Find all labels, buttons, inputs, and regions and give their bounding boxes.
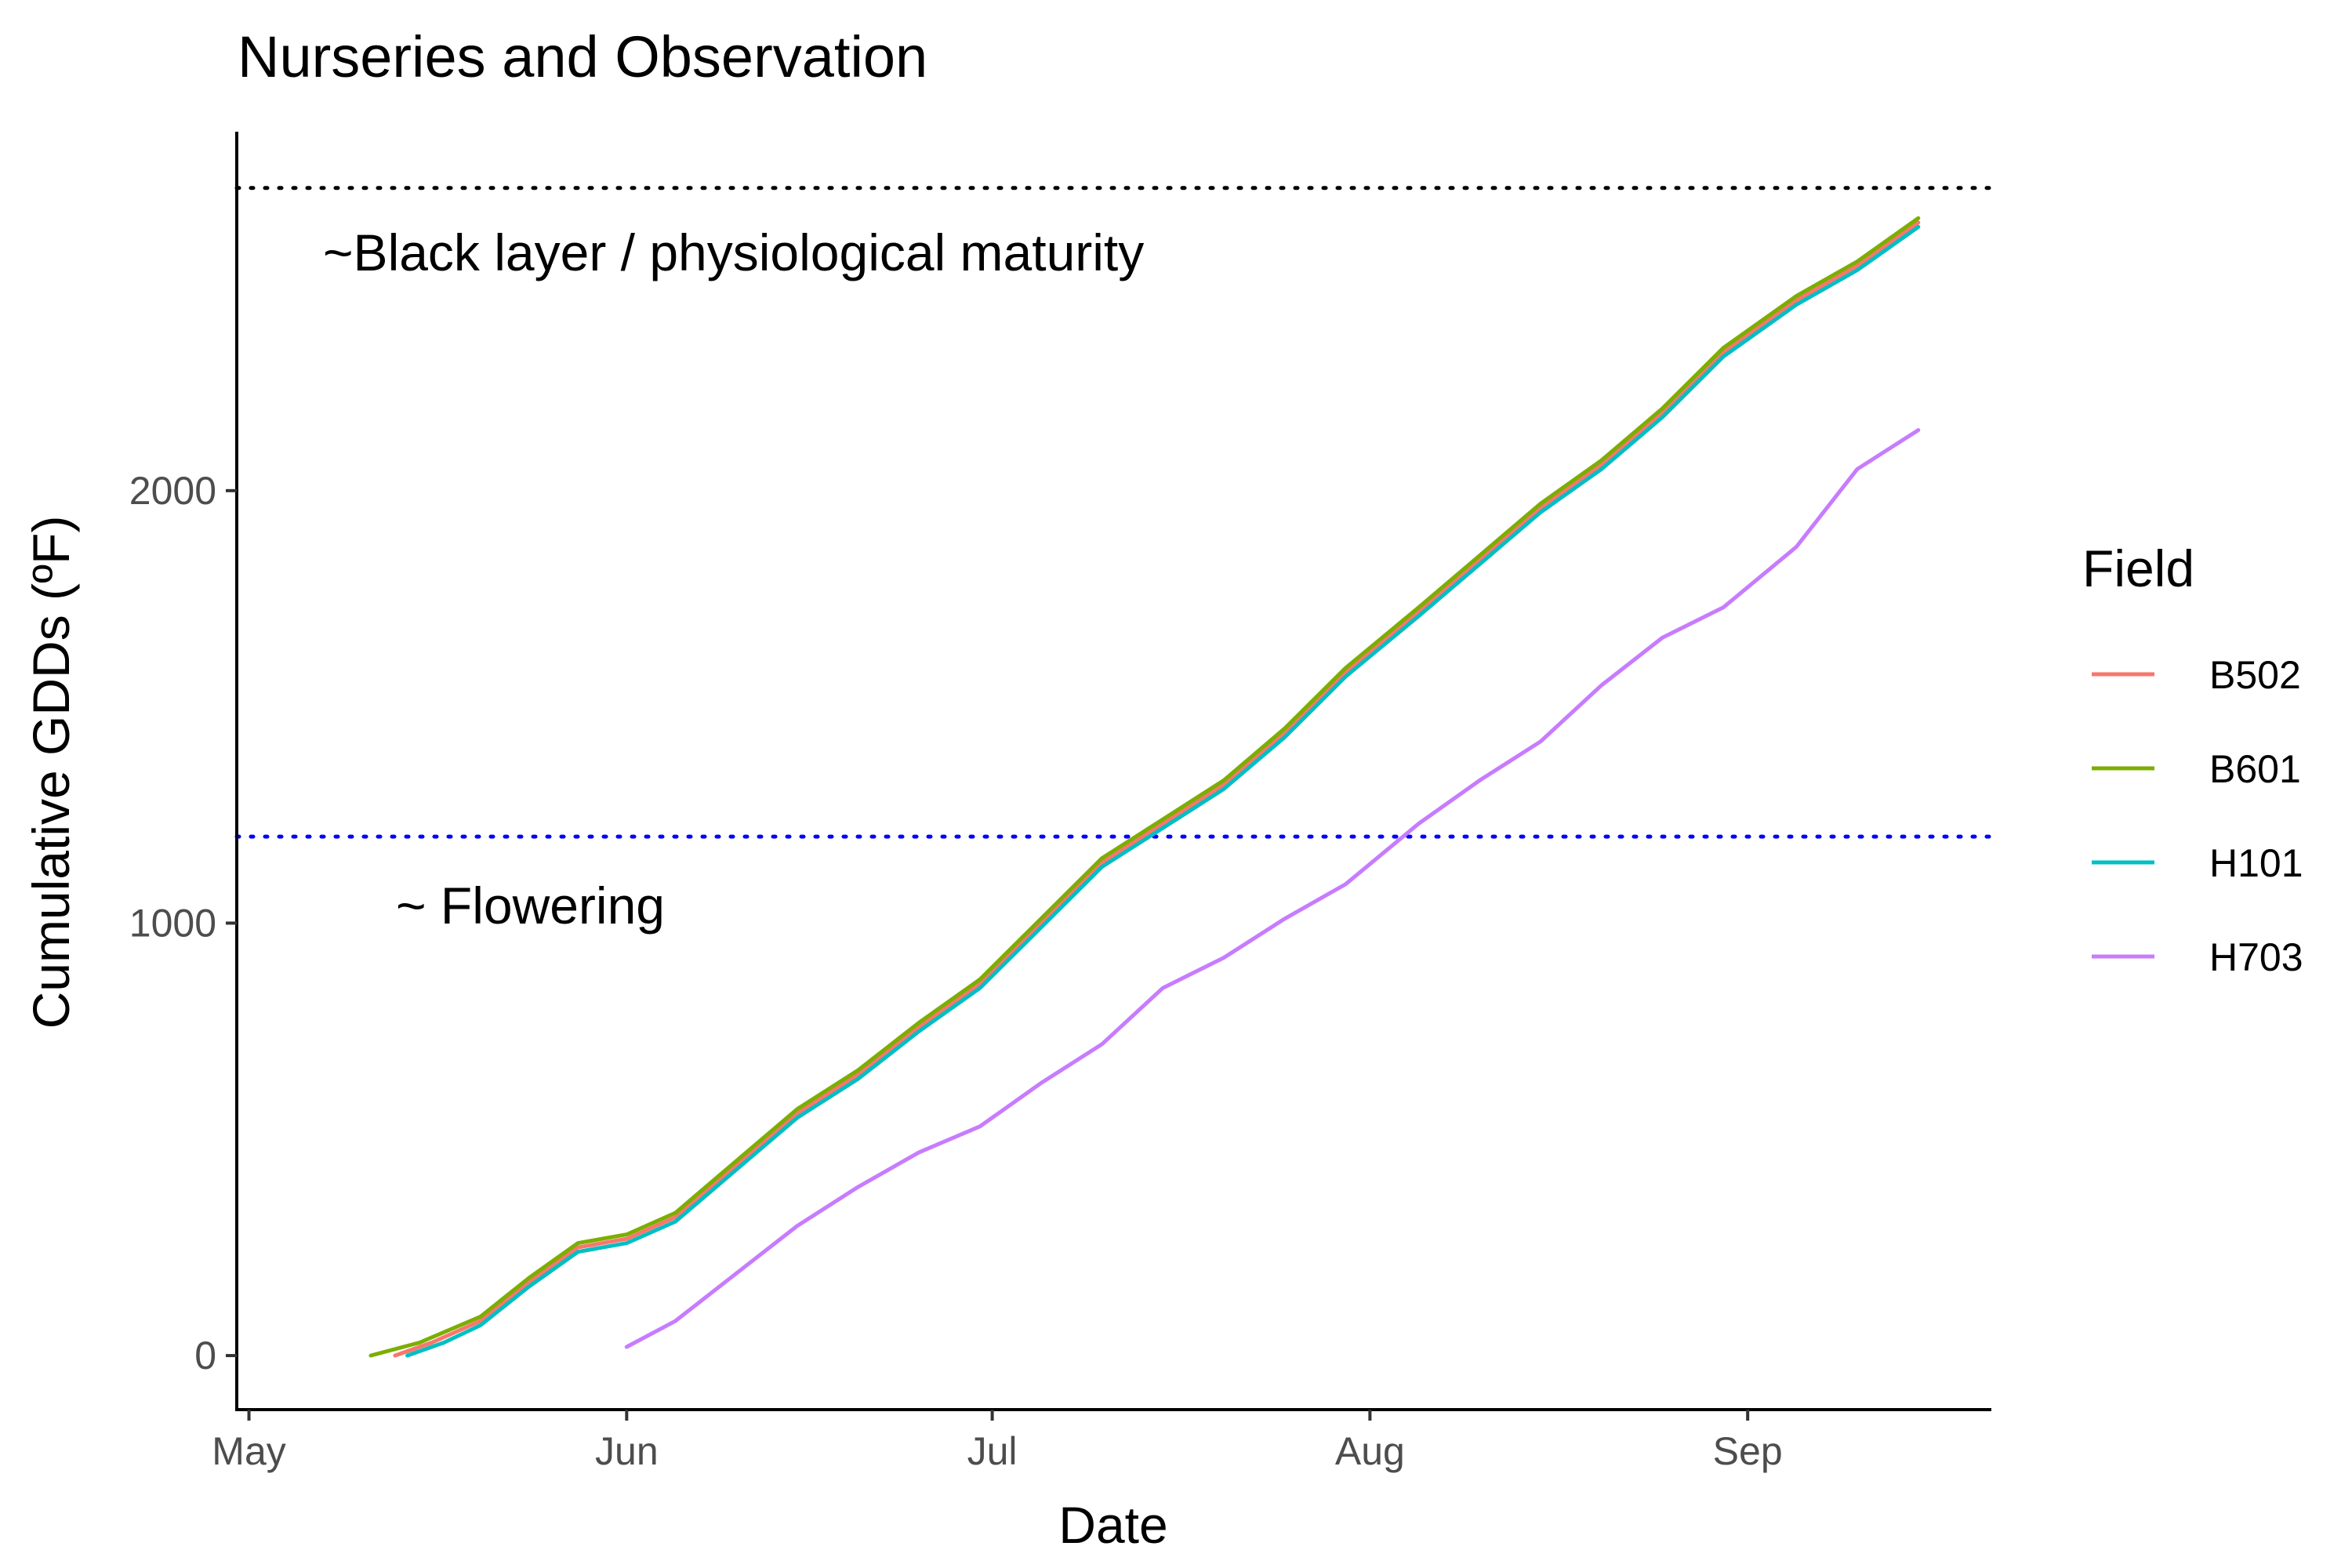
legend-label-h703: H703 [2209,935,2303,979]
legend: Field B502 B601 H101 H703 [2082,539,2303,979]
maturity-annotation: ~Black layer / physiological maturity [323,223,1144,281]
y-tick-label: 2000 [129,469,216,513]
reference-lines [234,186,1994,839]
x-tick-label: May [212,1429,285,1473]
series-line-h703 [624,428,1921,1349]
series-line-b601 [368,216,1921,1358]
series-line-b502 [393,220,1921,1358]
legend-title: Field [2082,539,2194,597]
x-axis-title: Date [1058,1496,1167,1554]
legend-label-b502: B502 [2209,653,2301,697]
legend-items: B502 B601 H101 H703 [2092,653,2303,979]
y-axis-title: Cumulative GDDs (ºF) [22,516,80,1029]
legend-label-b601: B601 [2209,747,2301,791]
flowering-annotation: ~ Flowering [396,877,665,935]
x-tick-label: Aug [1335,1429,1405,1473]
y-tick-label: 1000 [129,901,216,945]
x-tick-label: Jul [967,1429,1018,1473]
y-tick-label: 0 [194,1334,216,1377]
x-tick-label: Sep [1713,1429,1783,1473]
series-line-h101 [405,224,1921,1358]
y-axis-ticks: 0 1000 2000 [129,469,237,1377]
series-lines [368,216,1921,1358]
x-tick-label: Jun [595,1429,659,1473]
legend-label-h101: H101 [2209,841,2303,885]
chart-title: Nurseries and Observation [238,24,927,89]
x-axis-ticks: May Jun Jul Aug Sep [212,1410,1783,1473]
